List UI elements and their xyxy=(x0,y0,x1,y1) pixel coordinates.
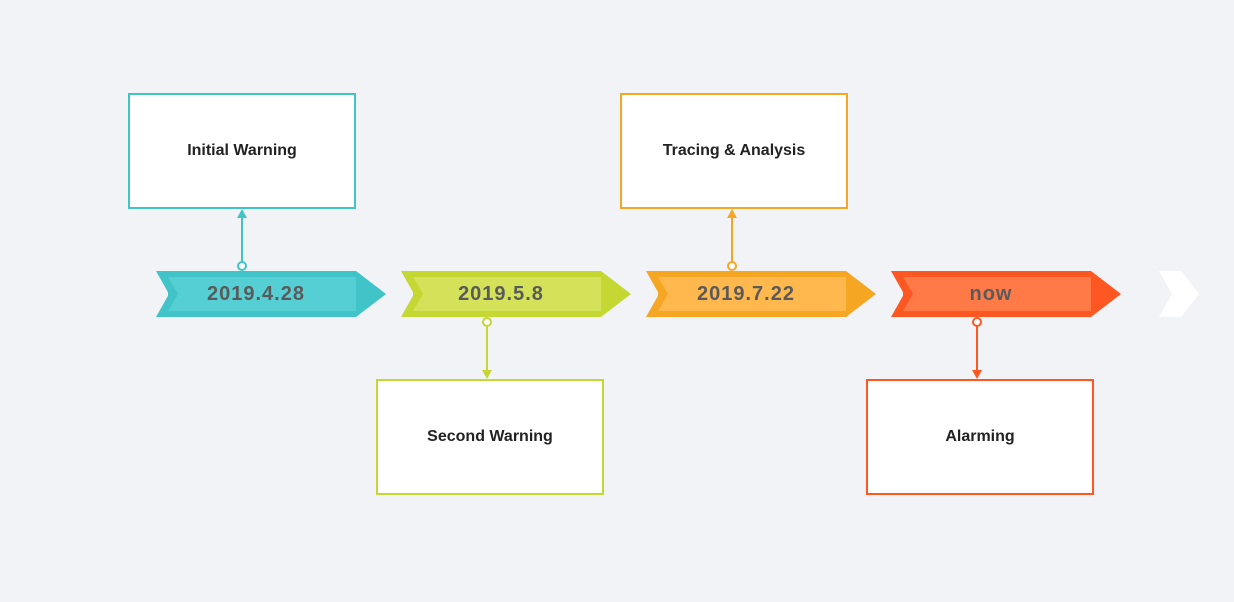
timeline-box-alarming: Alarming xyxy=(866,379,1094,495)
timeline-box-tracing-analysis: Tracing & Analysis xyxy=(620,93,848,209)
timeline-arrow-second-warning: 2019.5.8 xyxy=(401,271,631,317)
timeline-box-label-second-warning: Second Warning xyxy=(427,428,553,446)
timeline-box-label-alarming: Alarming xyxy=(945,428,1014,446)
timeline-box-label-initial-warning: Initial Warning xyxy=(187,142,297,160)
timeline-diagram: 2019.4.28 Initial Warning 2019.5.8 Second W… xyxy=(0,0,1234,602)
timeline-arrow-initial-warning: 2019.4.28 xyxy=(156,271,386,317)
timeline-box-initial-warning: Initial Warning xyxy=(128,93,356,209)
timeline-arrow-label-second-warning: 2019.5.8 xyxy=(458,283,544,306)
timeline-box-second-warning: Second Warning xyxy=(376,379,604,495)
timeline-arrow-label-tracing-analysis: 2019.7.22 xyxy=(697,283,795,306)
timeline-ghost-chevron xyxy=(1159,271,1199,317)
timeline-box-label-tracing-analysis: Tracing & Analysis xyxy=(663,142,806,160)
timeline-arrow-label-initial-warning: 2019.4.28 xyxy=(207,283,305,306)
timeline-arrow-tracing-analysis: 2019.7.22 xyxy=(646,271,876,317)
timeline-arrow-label-alarming: now xyxy=(970,283,1013,306)
timeline-arrow-alarming: now xyxy=(891,271,1121,317)
